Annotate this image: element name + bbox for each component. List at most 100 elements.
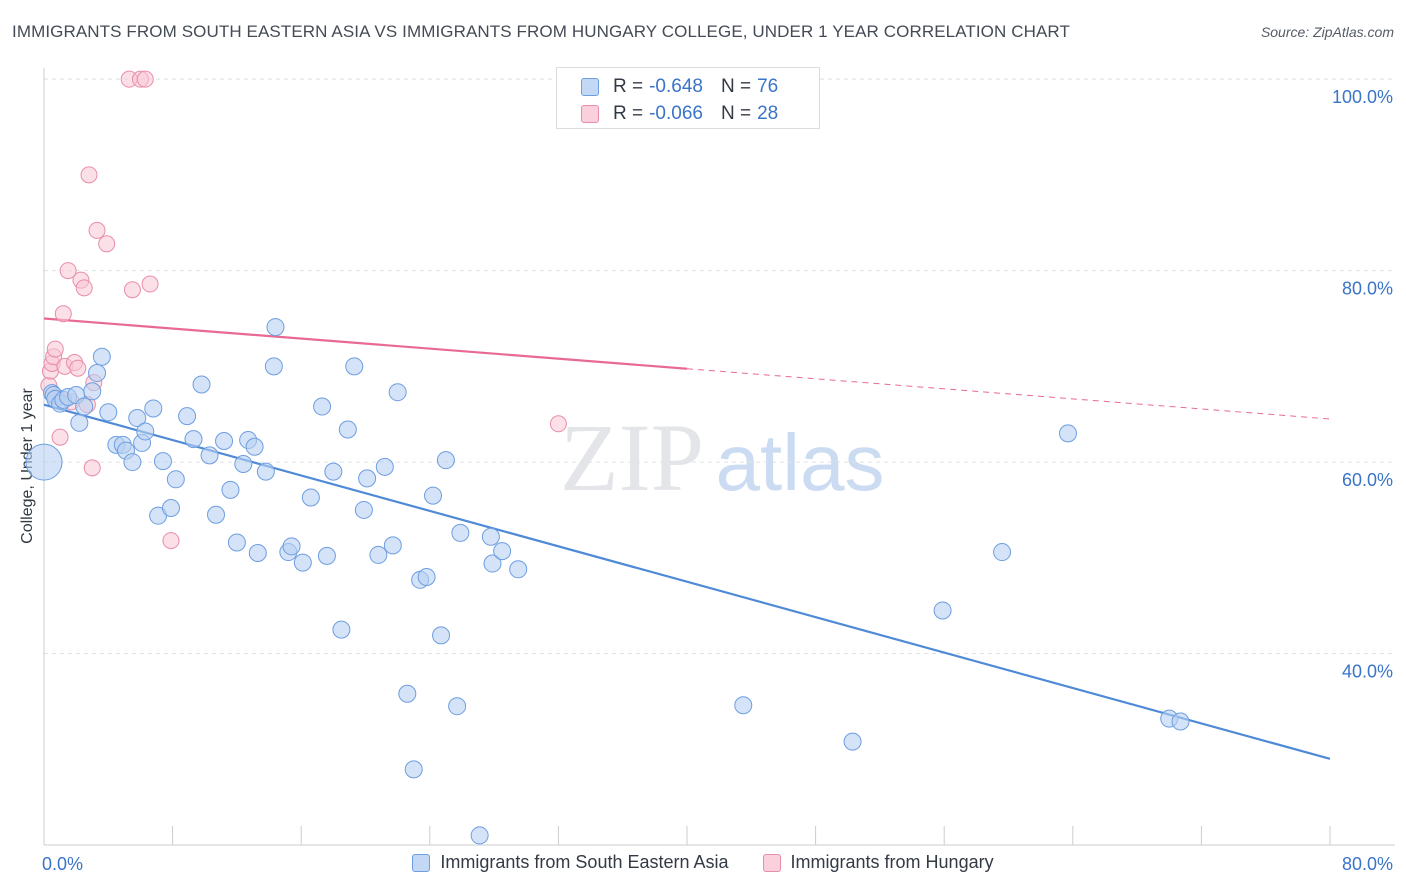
sea-point (843, 732, 862, 751)
sea-point (245, 437, 264, 456)
x-tick-label: 80.0% (1342, 854, 1393, 874)
sea-point (383, 536, 402, 555)
sea-point (933, 601, 952, 620)
legend-swatch-sea (412, 853, 431, 872)
sea-point (448, 697, 467, 716)
sea-point (493, 542, 512, 561)
sea-point (25, 443, 63, 481)
sea-point (282, 537, 301, 556)
stats-swatch-2 (581, 105, 599, 123)
legend-label-hungary: Immigrants from Hungary (790, 852, 994, 872)
sea-point (144, 399, 163, 418)
hungary-trend-extension (686, 368, 1331, 420)
n-label-1: N = (720, 76, 752, 97)
hungary-point (54, 305, 72, 323)
legend-label-sea: Immigrants from South Eastern Asia (440, 852, 729, 872)
sea-point (324, 462, 343, 481)
hungary-point (59, 262, 77, 280)
n-value-1: 76 (757, 76, 779, 97)
sea-point (358, 469, 377, 488)
sea-point (734, 696, 753, 715)
sea-point (301, 488, 320, 507)
r-label-1: R = (613, 76, 644, 97)
sea-point (178, 407, 197, 426)
sea-point (483, 554, 502, 573)
sea-point (264, 357, 283, 376)
sea-point (424, 486, 443, 505)
sea-point (192, 375, 211, 394)
sea-point (234, 454, 253, 473)
hungary-point (46, 340, 64, 358)
sea-point (432, 626, 451, 645)
trend-lines (43, 317, 1331, 760)
data-points (25, 70, 1190, 845)
stats-legend: R = -0.648 N = 76 R = -0.066 N = 28 (556, 67, 820, 129)
legend-swatch-hungary (762, 853, 781, 872)
sea-point (221, 480, 240, 499)
sea-point (369, 545, 388, 564)
stats-row-1: R = -0.648 N = 76 (581, 76, 779, 98)
stats-row-2: R = -0.066 N = 28 (581, 103, 779, 125)
sea-point (266, 318, 285, 337)
hungary-point (83, 459, 101, 477)
sea-point (92, 347, 111, 366)
y-tick-label: 40.0% (1342, 662, 1393, 682)
sea-point (404, 760, 423, 779)
sea-point (1058, 424, 1077, 443)
sea-point (88, 364, 107, 383)
sea-point (375, 457, 394, 476)
r-value-1: -0.648 (649, 76, 703, 97)
n-value-2: 28 (757, 103, 779, 124)
r-label-2: R = (613, 103, 644, 124)
hungary-point (69, 359, 87, 377)
hungary-point (123, 281, 141, 299)
n-label-2: N = (720, 103, 752, 124)
y-tick-label: 100.0% (1332, 87, 1393, 107)
sea-point (70, 413, 89, 432)
sea-point (332, 620, 351, 639)
sea-point (207, 505, 226, 524)
chart-title: IMMIGRANTS FROM SOUTH EASTERN ASIA VS IM… (12, 22, 1070, 41)
r-value-2: -0.066 (649, 103, 703, 124)
sea-point (417, 567, 436, 586)
stats-swatch-1 (581, 78, 599, 96)
sea-point (123, 453, 142, 472)
sea-point (481, 527, 500, 546)
sea-point (256, 462, 275, 481)
sea-point (99, 403, 118, 422)
sea-point (75, 397, 94, 416)
sea-point (248, 544, 267, 563)
hungary-point (75, 279, 93, 297)
sea-point (1171, 712, 1190, 731)
watermark-zip: ZIP (560, 404, 704, 511)
legend-item-sea[interactable]: Immigrants from South Eastern Asia (412, 852, 729, 873)
chart-legend: Immigrants from South Eastern Asia Immig… (0, 852, 1406, 873)
sea-point (345, 357, 364, 376)
sea-point (388, 383, 407, 402)
sea-point (184, 430, 203, 449)
sea-point (398, 684, 417, 703)
hungary-point (549, 415, 567, 433)
sea-point (293, 553, 312, 572)
y-tick-label: 80.0% (1342, 279, 1393, 299)
sea-point (993, 543, 1012, 562)
legend-item-hungary[interactable]: Immigrants from Hungary (762, 852, 994, 873)
sea-point (166, 470, 185, 489)
sea-trend-line (43, 403, 1331, 760)
x-tick-label: 0.0% (42, 854, 83, 874)
y-tick-label: 60.0% (1342, 470, 1393, 490)
source-label: Source: ZipAtlas.com (1260, 24, 1394, 40)
hungary-point (136, 70, 154, 88)
sea-point (436, 451, 455, 470)
sea-point (153, 452, 172, 471)
sea-point (227, 533, 246, 552)
sea-point (317, 546, 336, 565)
sea-point (161, 499, 180, 518)
grid (44, 78, 1395, 655)
sea-point (200, 446, 219, 465)
sea-point (338, 420, 357, 439)
sea-point (128, 409, 147, 428)
tick-labels: 40.0% 60.0% 80.0% 100.0% 0.0% 80.0% (42, 87, 1393, 874)
sea-point (136, 422, 155, 441)
